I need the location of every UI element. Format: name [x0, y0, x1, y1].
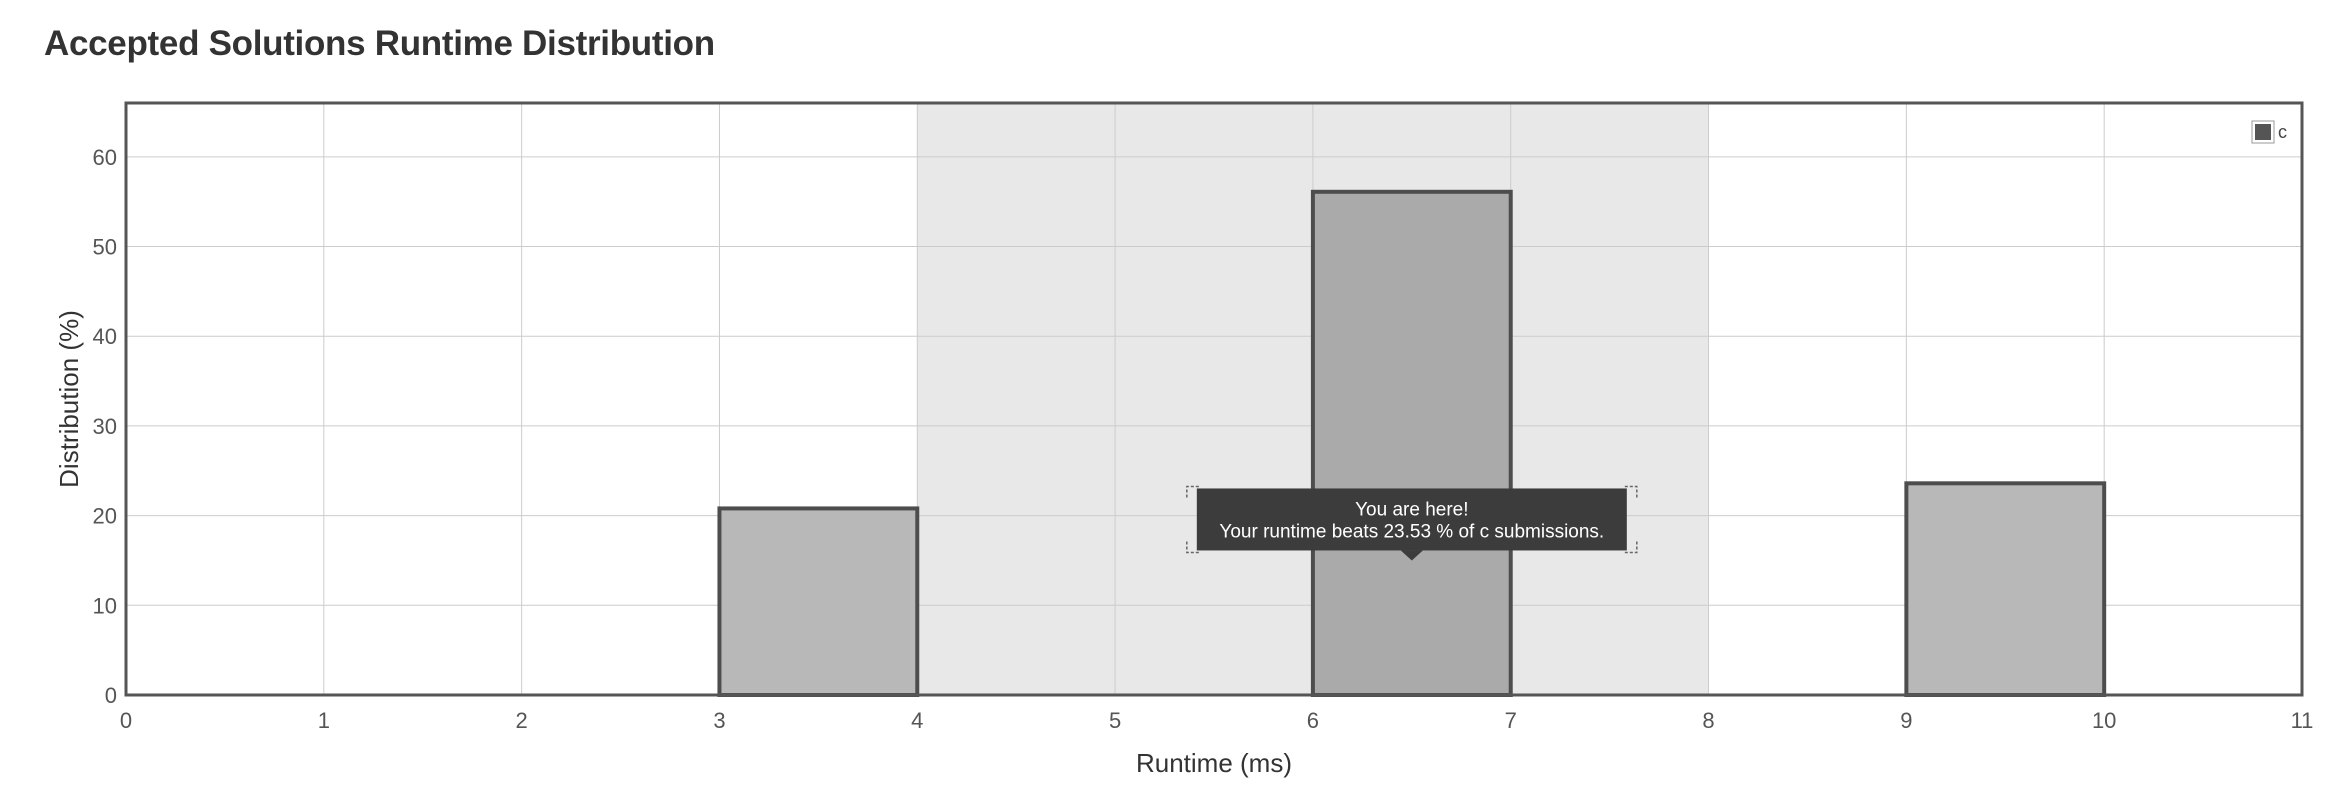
- tooltip-pointer: [1400, 550, 1423, 561]
- x-axis-title: Runtime (ms): [1136, 748, 1292, 778]
- y-tick-label: 40: [93, 324, 117, 349]
- x-tick-label: 7: [1505, 708, 1517, 733]
- y-tick-label: 0: [105, 683, 117, 708]
- legend-label[interactable]: c: [2278, 122, 2287, 142]
- bar-9-10[interactable]: [1904, 481, 2107, 697]
- y-axis-title: Distribution (%): [54, 310, 84, 488]
- bar-3-4[interactable]: [717, 506, 920, 697]
- bar-layer: [717, 189, 2107, 698]
- x-tick-label: 6: [1307, 708, 1319, 733]
- tooltip-line1: You are here!: [1355, 499, 1468, 520]
- x-tick-label: 10: [2092, 708, 2116, 733]
- x-tick-label: 3: [713, 708, 725, 733]
- y-tick-label: 60: [93, 145, 117, 170]
- y-tick-label: 30: [93, 414, 117, 439]
- tooltip-corner: [1624, 540, 1638, 554]
- bar-6-7[interactable]: [1310, 189, 1513, 698]
- x-tick-label: 1: [318, 708, 330, 733]
- x-tick-label: 11: [2291, 708, 2314, 733]
- legend-swatch[interactable]: [2255, 124, 2271, 140]
- tooltip-corner: [1186, 485, 1199, 499]
- axis-layer: 0 1 2 3 4 5 6 7 8 9 10 11 0 10 20 30 40 50 60 Runtime (ms) D…: [54, 101, 2314, 778]
- y-tick-label: 20: [93, 504, 117, 529]
- x-tick-label: 9: [1900, 708, 1912, 733]
- page-title: Accepted Solutions Runtime Distribution: [44, 24, 715, 63]
- plot-border: [124, 101, 2304, 697]
- x-tick-label: 4: [911, 708, 923, 733]
- x-tick-label: 2: [516, 708, 528, 733]
- tooltip-line2: Your runtime beats 23.53 % of c submissi…: [1219, 521, 1604, 542]
- runtime-tooltip: You are here!Your runtime beats 23.53 % …: [1186, 485, 1638, 561]
- y-tick-label: 50: [93, 235, 117, 260]
- tooltip-corner: [1624, 485, 1638, 499]
- x-tick-label: 8: [1702, 708, 1714, 733]
- legend: c: [2251, 120, 2287, 144]
- x-tick-label: 5: [1109, 708, 1121, 733]
- x-tick-label: 0: [120, 708, 132, 733]
- y-tick-label: 10: [93, 593, 117, 618]
- tooltip-corner: [1186, 540, 1199, 554]
- tooltip-box: [1196, 488, 1627, 551]
